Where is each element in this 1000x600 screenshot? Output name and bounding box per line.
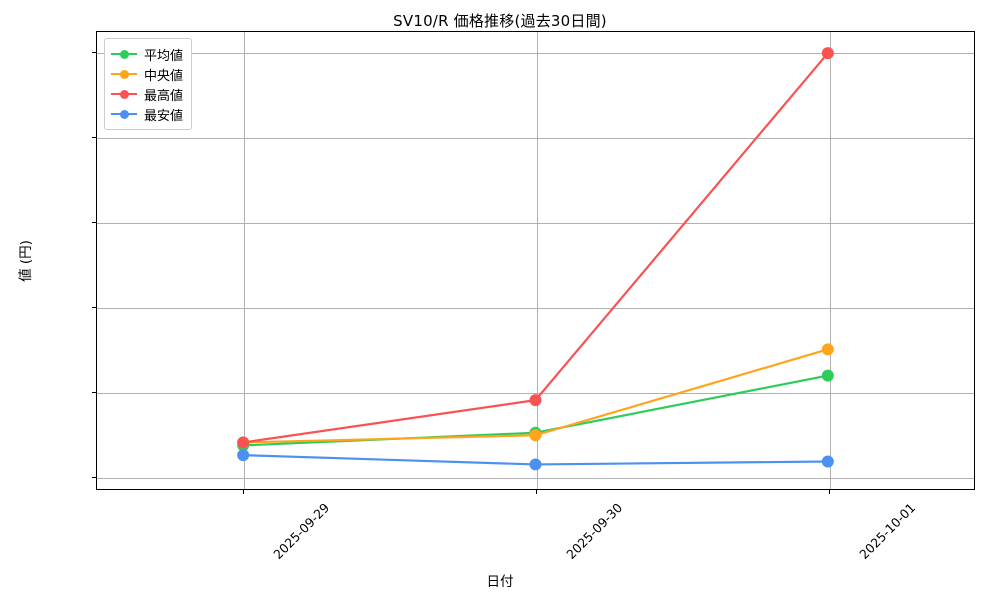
legend-marker-icon — [111, 87, 137, 101]
data-point — [237, 436, 250, 449]
x-axis-tick-label: 2025-10-01 — [855, 500, 918, 562]
gridline-vertical — [829, 32, 831, 489]
y-axis-tick-mark — [92, 137, 96, 139]
plot-area — [96, 31, 975, 490]
data-point — [821, 369, 834, 382]
y-axis-tick-mark — [92, 392, 96, 394]
gridline-horizontal — [97, 53, 974, 55]
y-axis-label: 値 (円) — [17, 239, 34, 282]
legend-label: 最安値 — [144, 108, 184, 124]
y-axis-tick-mark — [92, 477, 96, 479]
legend-label: 平均値 — [144, 48, 184, 64]
gridline-horizontal — [97, 138, 974, 140]
y-axis-tick-mark — [92, 222, 96, 224]
legend-marker-icon — [111, 67, 137, 81]
data-point — [821, 455, 834, 468]
legend-label: 最高値 — [144, 88, 184, 104]
data-point — [821, 343, 834, 356]
y-axis-label-wrapper: 値 (円) — [8, 31, 34, 490]
data-point — [529, 458, 542, 471]
gridline-vertical — [243, 32, 245, 489]
legend-item-2[interactable]: 中央値 — [111, 64, 183, 84]
data-point — [237, 449, 250, 462]
legend-item-3[interactable]: 最高値 — [111, 84, 183, 104]
chart-title: SV10/R 価格推移(過去30日間) — [393, 12, 607, 30]
gridline-vertical — [536, 32, 538, 489]
gridline-horizontal — [97, 478, 974, 480]
gridline-horizontal — [97, 393, 974, 395]
y-axis-tick-mark — [92, 52, 96, 54]
x-axis-tick-label: 2025-09-29 — [269, 500, 332, 562]
legend-label: 中央値 — [144, 68, 184, 84]
chart-legend: 平均値中央値最高値最安値 — [104, 38, 193, 130]
legend-marker-icon — [111, 47, 137, 61]
series-3 — [237, 47, 834, 449]
legend-marker-icon — [111, 107, 137, 121]
x-axis-label: 日付 — [486, 574, 514, 590]
series-line — [242, 52, 829, 444]
gridline-horizontal — [97, 308, 974, 310]
series-4 — [237, 449, 834, 471]
x-axis-tick-label: 2025-09-30 — [562, 500, 625, 562]
y-axis-tick-mark — [92, 307, 96, 309]
legend-item-4[interactable]: 最安値 — [111, 104, 183, 124]
x-axis-tick-mark — [828, 490, 830, 494]
series-layer — [237, 47, 834, 471]
x-axis-tick-mark — [242, 490, 244, 494]
x-axis-tick-mark — [535, 490, 537, 494]
data-point — [529, 394, 542, 407]
gridline-horizontal — [97, 223, 974, 225]
data-point — [821, 47, 834, 60]
legend-item-1[interactable]: 平均値 — [111, 44, 183, 64]
data-point — [529, 429, 542, 442]
